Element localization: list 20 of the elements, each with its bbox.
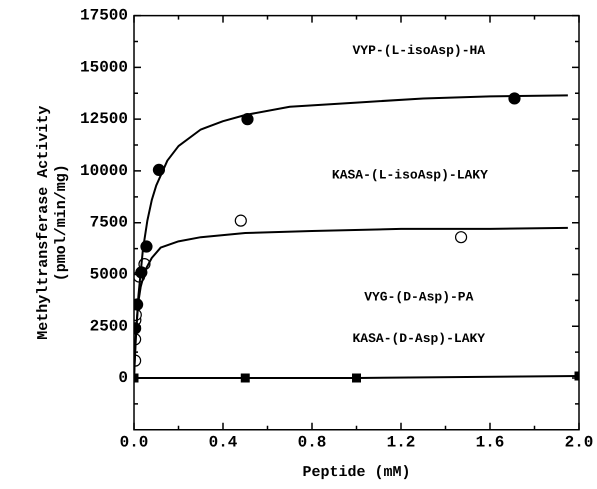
y-tick-label: 17500	[80, 6, 128, 25]
annotation: VYG-(D-Asp)-PA	[364, 290, 474, 305]
y-tick-label: 12500	[80, 110, 128, 128]
y-tick-label: 7500	[90, 214, 128, 232]
y-tick-label: 15000	[80, 58, 128, 76]
x-tick-label: 2.0	[564, 433, 594, 452]
annotation: KASA-(L-isoAsp)-LAKY	[332, 167, 488, 182]
x-tick-label: 0.4	[208, 433, 238, 452]
x-tick-label: 0.0	[120, 433, 148, 452]
y-axis-title: Methyltransferase Activity (pmol/min/mg)	[34, 106, 70, 340]
y-tick-label: 5000	[90, 266, 128, 284]
annotation: KASA-(D-Asp)-LAKY	[352, 330, 486, 346]
x-tick-label: 1.2	[386, 433, 416, 452]
y-tick-label: 2500	[90, 317, 128, 336]
y-tick-label: 0	[118, 369, 128, 388]
x-axis-title: Peptide (mM)	[302, 464, 411, 481]
y-tick-label: 10000	[80, 162, 128, 180]
x-tick-label: 0.8	[298, 433, 326, 452]
annotation: VYP-(L-isoAsp)-HA	[352, 43, 486, 58]
x-tick-label: 1.6	[476, 433, 504, 452]
